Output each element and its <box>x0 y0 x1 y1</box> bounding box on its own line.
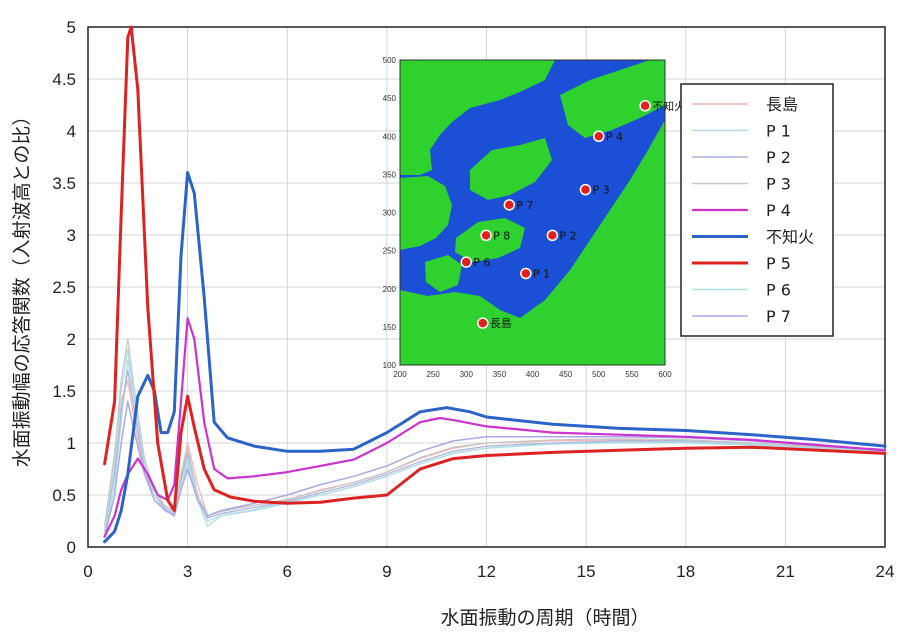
station-label: 長島 <box>490 316 512 330</box>
x-tick-label: 21 <box>776 562 795 581</box>
y-tick-label: 1 <box>67 434 76 453</box>
station-marker <box>480 229 492 242</box>
station-marker <box>460 256 472 268</box>
inset-map-x-tick: 600 <box>658 370 672 379</box>
series-line-3 <box>103 369 886 533</box>
station-label: 不知火 <box>652 99 685 113</box>
series-line-6 <box>103 171 887 544</box>
inset-map-x-tick: 400 <box>526 370 540 379</box>
inset-map-land-island3 <box>425 255 462 292</box>
inset-map-land-island2 <box>455 218 525 262</box>
x-tick-label: 18 <box>676 562 695 581</box>
inset-map-y-tick: 100 <box>383 361 397 370</box>
inset-map-y-ticks: 500 450 400 350 300 250 200 150 100 <box>383 56 397 370</box>
inset-map-land-island1 <box>470 138 552 200</box>
inset-map-y-tick: 300 <box>383 209 397 218</box>
inset-map-x-tick: 550 <box>625 370 639 379</box>
x-tick-labels: 0 3 6 9 12 15 18 21 24 <box>83 562 894 581</box>
y-tick-label: 1.5 <box>52 382 76 401</box>
inset-map-y-tick: 200 <box>383 285 397 294</box>
series-line-9 <box>103 400 886 538</box>
legend-label: P 1 <box>766 122 791 141</box>
inset-map-land-south <box>400 120 665 365</box>
inset-map-x-tick: 450 <box>559 370 573 379</box>
station-label: P 2 <box>559 229 576 242</box>
station-label: P 1 <box>533 268 550 281</box>
station-marker <box>477 317 489 329</box>
inset-map-y-tick: 500 <box>383 56 397 65</box>
inset-map-land-west <box>400 176 452 250</box>
inset-map-frame <box>399 59 666 366</box>
plot-frame <box>87 26 886 548</box>
inset-map-x-tick: 250 <box>426 370 440 379</box>
y-tick-label: 3 <box>67 226 76 245</box>
y-tick-label: 4 <box>67 122 76 141</box>
inset-map-land-north <box>400 60 555 175</box>
inset-map-land-east <box>560 60 665 138</box>
inset-map-y-tick: 450 <box>383 94 397 103</box>
legend-label: 長島 <box>766 95 798 114</box>
station-label: P 6 <box>473 256 490 269</box>
x-axis-title: 水面振動の周期（時間） <box>440 607 649 629</box>
y-tick-label: 4.5 <box>52 70 76 89</box>
x-tick-label: 12 <box>477 562 496 581</box>
station-marker <box>593 130 605 142</box>
y-tick-label: 3.5 <box>52 174 76 193</box>
inset-map-y-tick: 150 <box>383 323 397 332</box>
y-tick-label: 5 <box>67 18 76 37</box>
legend-label: P 7 <box>766 307 791 326</box>
x-tick-label: 15 <box>577 562 596 581</box>
legend: 長島 P 1 P 2 P 3 P 4 不知火 P 5 P 6 P 7 <box>680 83 834 337</box>
station-marker <box>503 199 516 211</box>
series-line-4 <box>103 338 886 527</box>
x-tick-label: 3 <box>183 562 192 581</box>
station-label: P 4 <box>606 130 623 143</box>
inset-map-y-tick: 250 <box>383 247 397 256</box>
inset-map: 200 250 300 350 400 450 500 550 600 500 450 400 350… <box>383 56 685 379</box>
inset-map-x-tick: 300 <box>460 370 474 379</box>
inset-map-x-tick: 200 <box>393 370 407 379</box>
y-tick-label: 0.5 <box>52 486 76 505</box>
inset-map-y-tick: 400 <box>383 132 397 141</box>
series-line-7 <box>103 25 887 513</box>
legend-label: P 2 <box>766 148 791 167</box>
series-line-5 <box>103 317 887 538</box>
inset-map-y-tick: 350 <box>383 170 397 179</box>
legend-label: 不知火 <box>766 228 814 247</box>
series-line-8 <box>103 348 886 533</box>
y-axis-title: 水面振動幅の応答関数（入射波高との比） <box>11 107 33 468</box>
x-tick-label: 9 <box>382 562 391 581</box>
y-tick-labels: 0 0.5 1 1.5 2 2.5 3 3.5 4 4.5 5 <box>52 18 76 557</box>
legend-label: P 3 <box>766 175 791 194</box>
inset-map-stations: 不知火 P 4 P 3 P 7 P 8 P 2 P 6 P 1 長島 <box>460 99 685 330</box>
station-label: P 7 <box>516 199 533 212</box>
y-tick-label: 2.5 <box>52 278 76 297</box>
station-label: P 8 <box>493 229 510 242</box>
station-marker <box>546 229 559 242</box>
legend-label: P 6 <box>766 281 791 300</box>
station-label: P 3 <box>593 184 610 197</box>
y-tick-label: 0 <box>67 538 76 557</box>
inset-map-x-ticks: 200 250 300 350 400 450 500 550 600 <box>393 370 672 379</box>
station-marker <box>639 100 651 112</box>
legend-label: P 5 <box>766 254 791 273</box>
inset-map-x-tick: 500 <box>592 370 606 379</box>
legend-label: P 4 <box>766 201 791 220</box>
station-marker <box>579 183 592 196</box>
station-marker <box>520 267 532 280</box>
x-tick-label: 0 <box>83 562 92 581</box>
series-lines <box>103 25 887 544</box>
inset-map-x-tick: 350 <box>493 370 507 379</box>
x-tick-label: 6 <box>283 562 292 581</box>
x-tick-label: 24 <box>876 562 895 581</box>
y-tick-label: 2 <box>67 330 76 349</box>
